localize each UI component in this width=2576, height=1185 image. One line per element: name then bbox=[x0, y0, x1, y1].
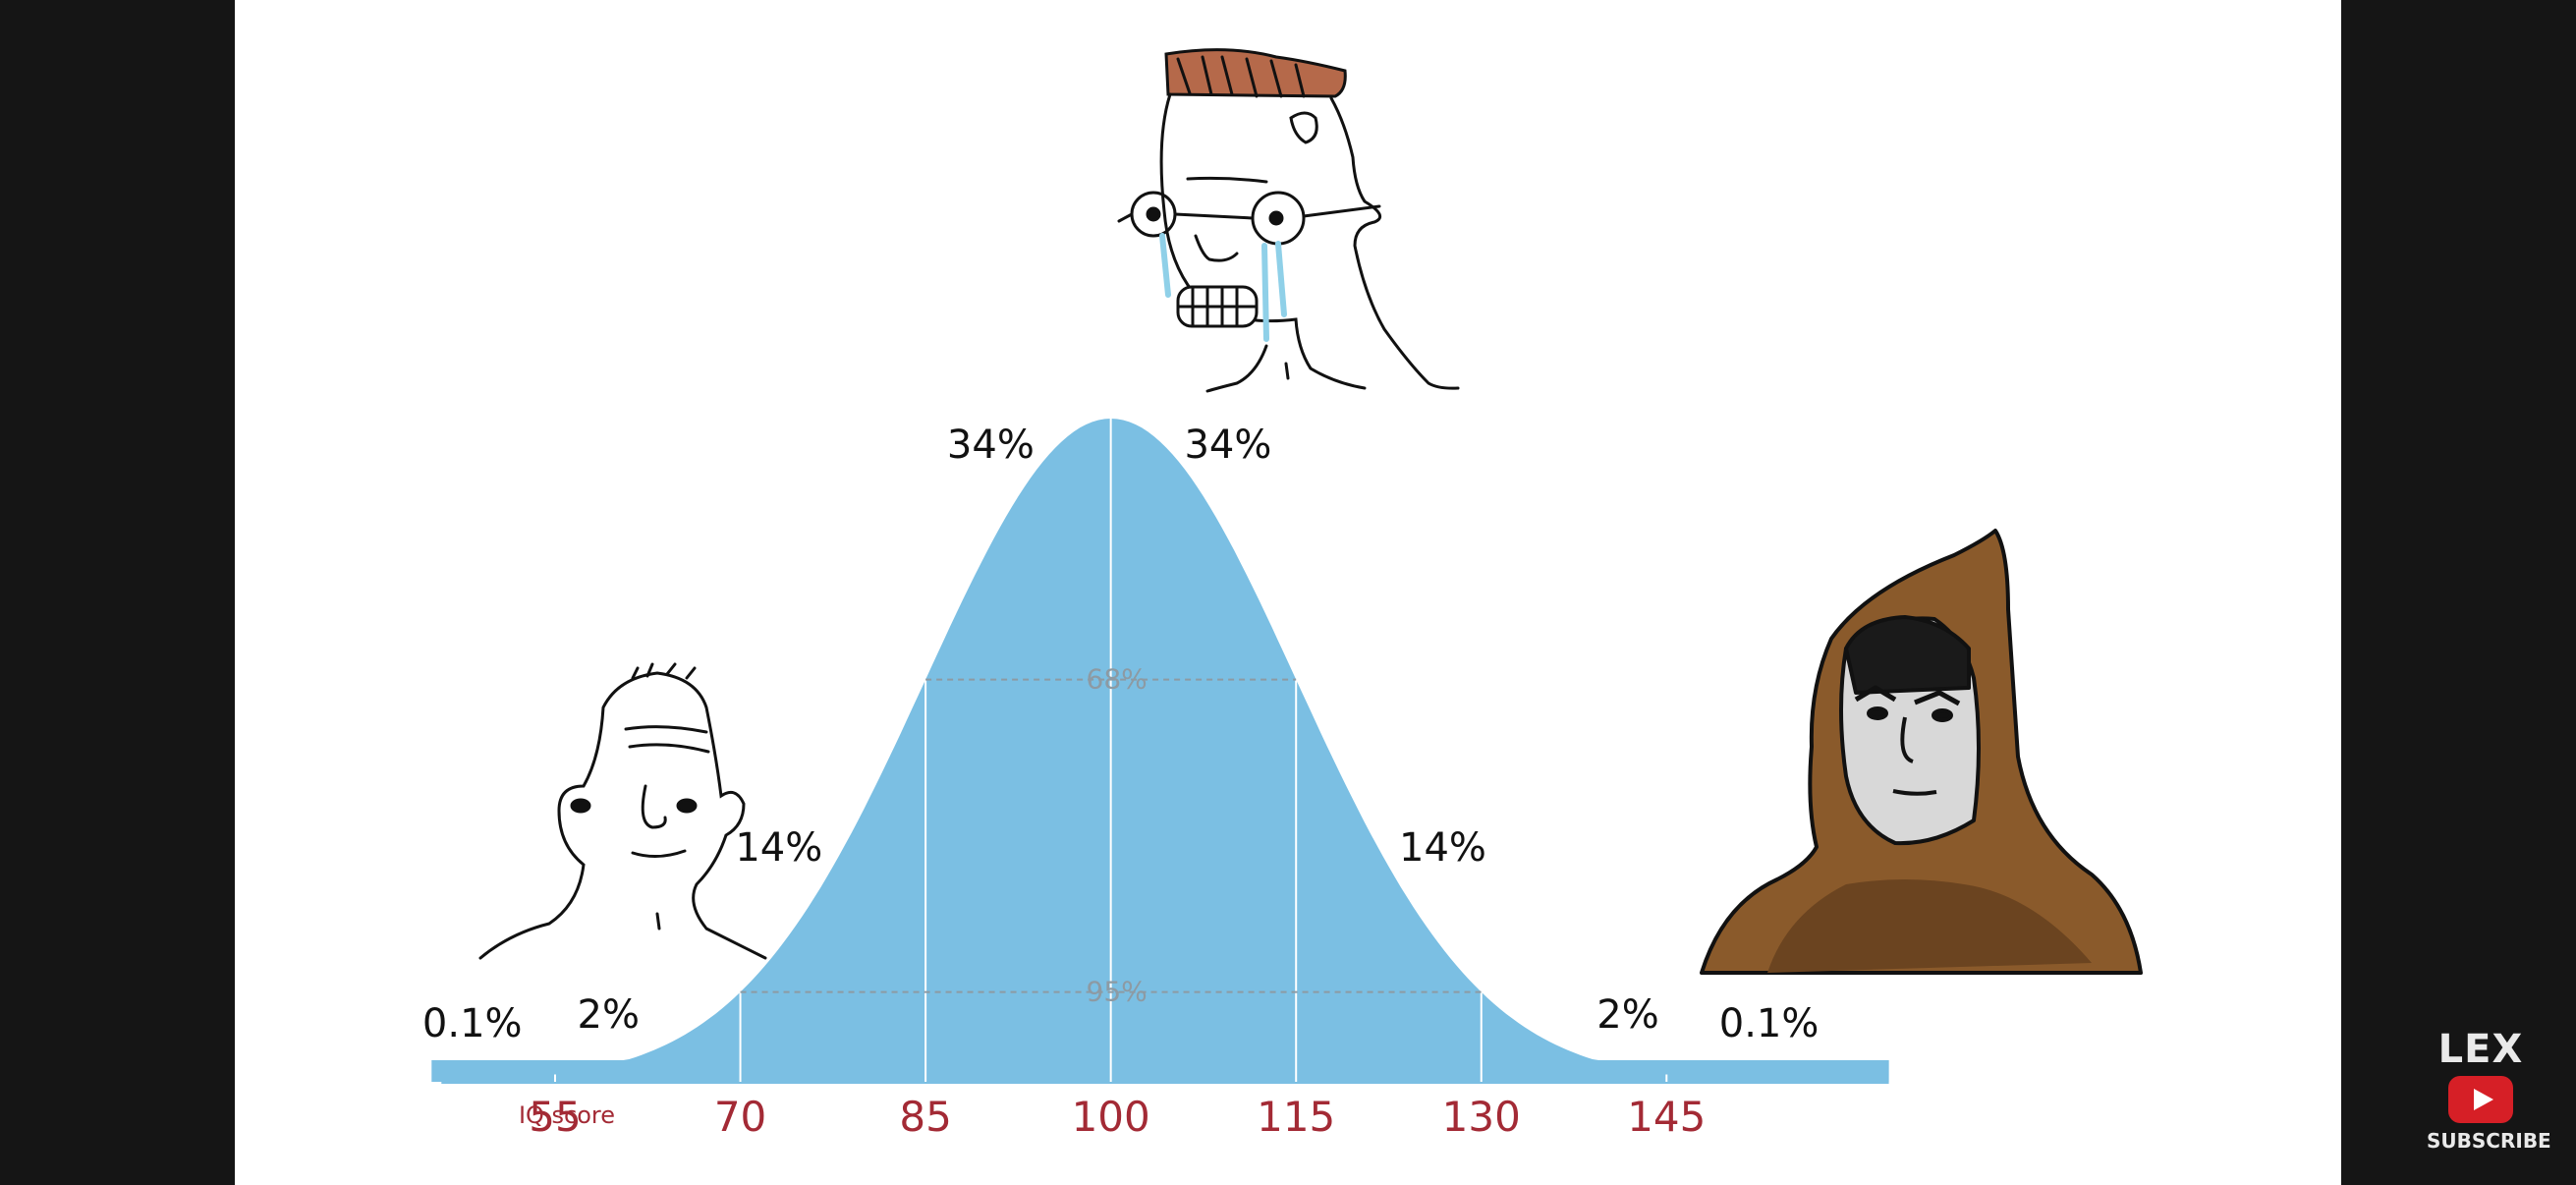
x-tick-label: 145 bbox=[1627, 1093, 1706, 1141]
channel-name: LEX bbox=[2437, 1027, 2524, 1072]
x-tick-label: 55 bbox=[529, 1093, 581, 1141]
right-letterbox bbox=[2341, 0, 2576, 1185]
x-tick-label: 100 bbox=[1072, 1093, 1150, 1141]
x-axis-label: IQ score bbox=[519, 1101, 615, 1129]
x-tick-label: 130 bbox=[1442, 1093, 1521, 1141]
iq-bell-curve-chart: 68% 95% 0.1% 2% 14% 34% 34% 14% 2% 0.1% 55 70 85 100 1… bbox=[422, 48, 2143, 1141]
band-percent-label: 0.1% bbox=[422, 1001, 523, 1046]
band-percent-label: 14% bbox=[1399, 825, 1486, 871]
midwit-character bbox=[1117, 48, 1460, 393]
x-tick-label: 85 bbox=[899, 1093, 951, 1141]
band-percent-label: 2% bbox=[578, 992, 640, 1038]
x-tick-label: 115 bbox=[1257, 1093, 1335, 1141]
hooded-character bbox=[1700, 529, 2143, 975]
band-percent-label: 2% bbox=[1596, 992, 1658, 1038]
channel-watermark[interactable]: LEX SUBSCRIBE bbox=[2427, 1027, 2551, 1153]
subscribe-button[interactable]: SUBSCRIBE bbox=[2427, 1129, 2551, 1153]
youtube-play-icon[interactable] bbox=[2448, 1076, 2513, 1123]
low-iq-character bbox=[478, 662, 767, 960]
band-percent-label: 14% bbox=[735, 825, 822, 871]
band-percent-label: 34% bbox=[947, 423, 1035, 468]
inner-range-label: 95% bbox=[1087, 976, 1148, 1008]
bell-curve-area bbox=[431, 419, 1889, 1082]
left-letterbox bbox=[0, 0, 235, 1185]
band-percent-label: 0.1% bbox=[1719, 1001, 1820, 1046]
inner-range-label: 68% bbox=[1087, 663, 1148, 696]
band-percent-label: 34% bbox=[1184, 423, 1271, 468]
video-frame: 68% 95% 0.1% 2% 14% 34% 34% 14% 2% 0.1% 55 70 85 100 1… bbox=[235, 0, 2341, 1185]
x-tick-label: 70 bbox=[714, 1093, 766, 1141]
